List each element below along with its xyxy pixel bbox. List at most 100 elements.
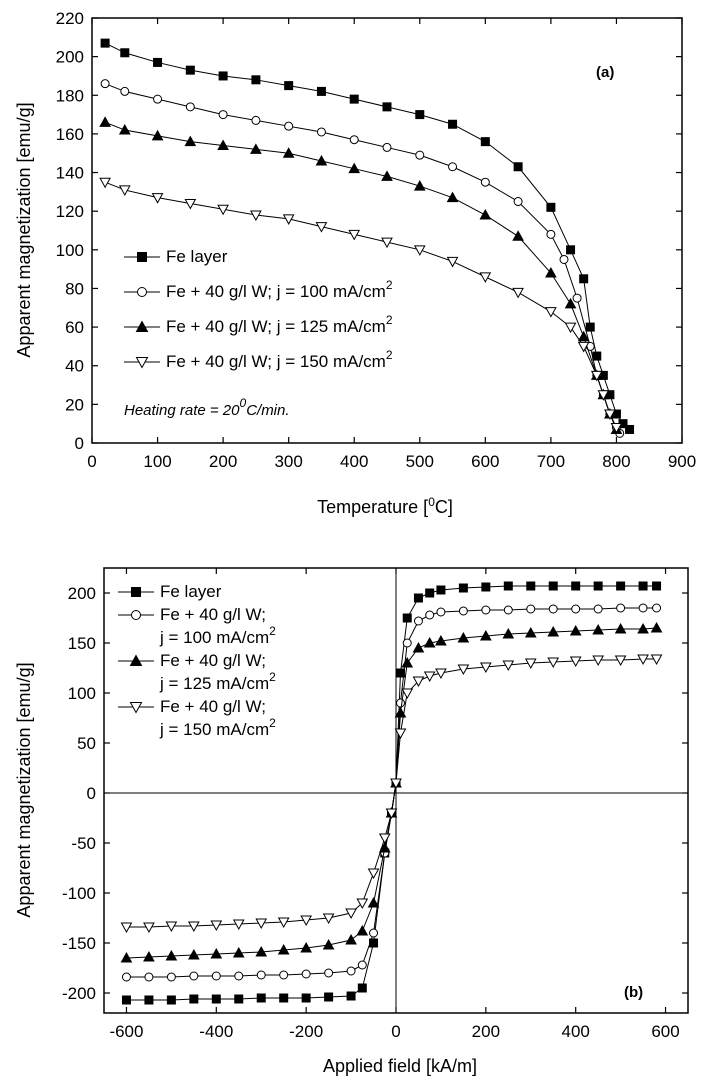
legend-marker [137, 287, 147, 297]
data-point [559, 254, 569, 264]
data-point [151, 193, 164, 204]
data-point [189, 971, 199, 981]
legend-label: Fe layer [160, 582, 222, 601]
data-point [395, 698, 405, 708]
x-tick-label: 500 [406, 452, 434, 471]
plot-frame-a [91, 17, 683, 444]
data-point [545, 307, 557, 318]
y-tick-label: 220 [56, 9, 84, 28]
x-tick-label: 900 [668, 452, 696, 471]
legend-item-3: Fe + 40 g/l W;j = 125 mA/cm2 [118, 651, 276, 693]
x-tick-label: 0 [391, 1022, 400, 1041]
data-point [457, 664, 470, 676]
data-point [369, 928, 379, 938]
x-tick-label: 100 [143, 452, 171, 471]
data-point [590, 370, 603, 382]
series-4 [99, 177, 623, 434]
panel-label-b: (b) [624, 984, 643, 1001]
y-tick-label: -200 [62, 984, 96, 1003]
data-point [502, 660, 515, 672]
series-3 [99, 116, 623, 434]
data-point [316, 86, 326, 96]
data-point [413, 180, 426, 191]
data-point [382, 142, 392, 152]
legend-item-1: Fe layer [124, 247, 228, 266]
data-point [614, 622, 627, 634]
data-point [616, 603, 626, 613]
data-point [480, 137, 490, 147]
data-point [593, 604, 603, 614]
data-point [118, 185, 131, 196]
data-point [144, 995, 154, 1005]
data-point [284, 81, 294, 91]
data-point [546, 202, 556, 212]
y-tick-label: 120 [56, 202, 84, 221]
data-point [401, 688, 414, 700]
data-point [481, 582, 491, 592]
data-point [412, 641, 425, 653]
annotation-heating-rate: Heating rate = 200C/min. [124, 396, 290, 419]
y-tick-label: 40 [65, 357, 84, 376]
y-tick-label: 200 [56, 48, 84, 67]
data-point [604, 409, 616, 421]
legend-marker [129, 702, 143, 714]
data-point [569, 624, 582, 636]
data-point [256, 993, 266, 1003]
data-point [577, 330, 590, 342]
legend-marker [135, 357, 149, 369]
y-tick-label: 0 [75, 434, 84, 453]
data-point [348, 229, 361, 241]
y-tick-label: 100 [68, 684, 96, 703]
legend-a: Fe layer Fe + 40 g/l W; j = 100 mA/cm2 Fe … [124, 247, 393, 371]
data-point [390, 778, 402, 790]
y-tick-label: 200 [68, 584, 96, 603]
data-point [395, 668, 405, 678]
data-point [367, 868, 380, 880]
data-point [218, 110, 228, 120]
data-point [413, 593, 423, 603]
y-axis-label-b: Apparent magnetization [emu/g] [14, 662, 34, 917]
data-point [546, 229, 556, 239]
data-point [346, 991, 356, 1001]
data-point [300, 915, 313, 927]
data-point [153, 94, 163, 104]
data-point [211, 971, 221, 981]
series-line [104, 181, 617, 428]
data-point [357, 983, 367, 993]
data-point [650, 654, 663, 666]
data-point [423, 671, 436, 683]
y-tick-label: -50 [71, 834, 96, 853]
data-point [144, 972, 154, 982]
data-point [513, 162, 523, 172]
axis-ticks-a: 0 100 200 300 400 500 600 700 800 900 0 20 40 60 80 100… [56, 9, 697, 471]
y-tick-label: 20 [65, 395, 84, 414]
data-point [322, 913, 335, 925]
data-point [503, 605, 513, 615]
data-point [255, 918, 268, 930]
data-point [415, 110, 425, 120]
data-point [458, 606, 468, 616]
legend-label: Fe + 40 g/l W; [160, 651, 266, 670]
data-point [120, 922, 133, 934]
data-point [479, 629, 492, 641]
data-point [324, 992, 334, 1002]
data-point [479, 272, 492, 283]
data-point [610, 423, 623, 434]
data-point [637, 654, 649, 666]
x-tick-label: 400 [340, 452, 368, 471]
y-tick-label: -100 [62, 884, 96, 903]
legend-item-2: Fe + 40 g/l W; j = 100 mA/cm2 [124, 278, 393, 301]
data-point [412, 676, 425, 688]
data-point [301, 969, 311, 979]
data-point [322, 938, 335, 950]
data-point [513, 197, 523, 207]
data-point [526, 604, 536, 614]
y-tick-label: 180 [56, 86, 84, 105]
data-point [234, 971, 244, 981]
data-point [566, 245, 576, 255]
data-point [481, 605, 491, 615]
legend-marker [131, 610, 141, 620]
data-point [345, 933, 357, 945]
legend-marker [137, 252, 147, 262]
data-point [503, 581, 513, 591]
